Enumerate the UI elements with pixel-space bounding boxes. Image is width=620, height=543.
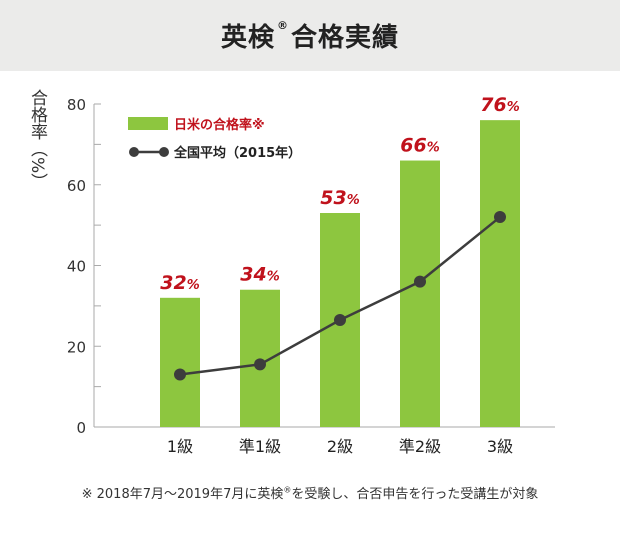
x-tick-label: 3級: [487, 437, 513, 456]
header-banner: 英検 ®合格実績: [0, 0, 620, 71]
legend-line-point: [159, 147, 169, 157]
y-tick-label: 40: [67, 258, 86, 276]
footnote: ※ 2018年7月〜2019年7月に英検®を受験し、合否申告を行った受講生が対象: [0, 483, 620, 502]
line-point: [494, 211, 506, 224]
registered-mark: ®: [277, 19, 289, 32]
y-tick-label: 20: [67, 338, 86, 356]
bar: [480, 120, 520, 428]
bar-value-label: 66%: [400, 135, 439, 157]
bar-value-label: 34%: [240, 264, 279, 286]
pass-rate-chart: 0 20 40 60 80 合格率（%） 32% 34% 53% 66% 76% 1級 準1級 2級 準2級…: [27, 89, 555, 456]
y-tick-label: 80: [67, 96, 86, 114]
legend-line-label: 全国平均（2015年）: [173, 145, 301, 161]
x-tick-label: 準1級: [239, 437, 281, 456]
x-tick-label: 1級: [167, 437, 193, 456]
y-tick-label: 60: [67, 177, 86, 195]
bar: [160, 297, 200, 427]
bar-value-label: 53%: [320, 187, 359, 209]
page-title-text-2: 合格実績: [291, 23, 400, 53]
legend-bar-swatch: [128, 117, 168, 130]
legend-line-point: [129, 147, 139, 157]
x-tick-label: 準2級: [399, 437, 441, 456]
x-tick-label: 2級: [327, 437, 353, 456]
line-point: [174, 368, 186, 381]
line-point: [414, 275, 426, 288]
bar-value-label: 32%: [160, 272, 199, 294]
bar: [240, 289, 280, 427]
footnote-registered-mark: ®: [283, 485, 292, 495]
legend-bar-label: 日米の合格率※: [174, 117, 265, 133]
bar: [400, 160, 440, 427]
page-title: 英検 ®合格実績: [221, 17, 399, 54]
line-point: [254, 358, 266, 371]
page-title-text: 英検: [220, 23, 275, 53]
y-tick-label: 0: [76, 419, 86, 437]
footnote-text: ※ 2018年7月〜2019年7月に英検: [81, 487, 284, 502]
y-axis-label: 合格率（%）: [27, 89, 48, 190]
footnote-text-2: を受験し、合否申告を行った受講生が対象: [291, 487, 539, 502]
line-point: [334, 314, 346, 327]
bar-value-label: 76%: [480, 94, 519, 116]
